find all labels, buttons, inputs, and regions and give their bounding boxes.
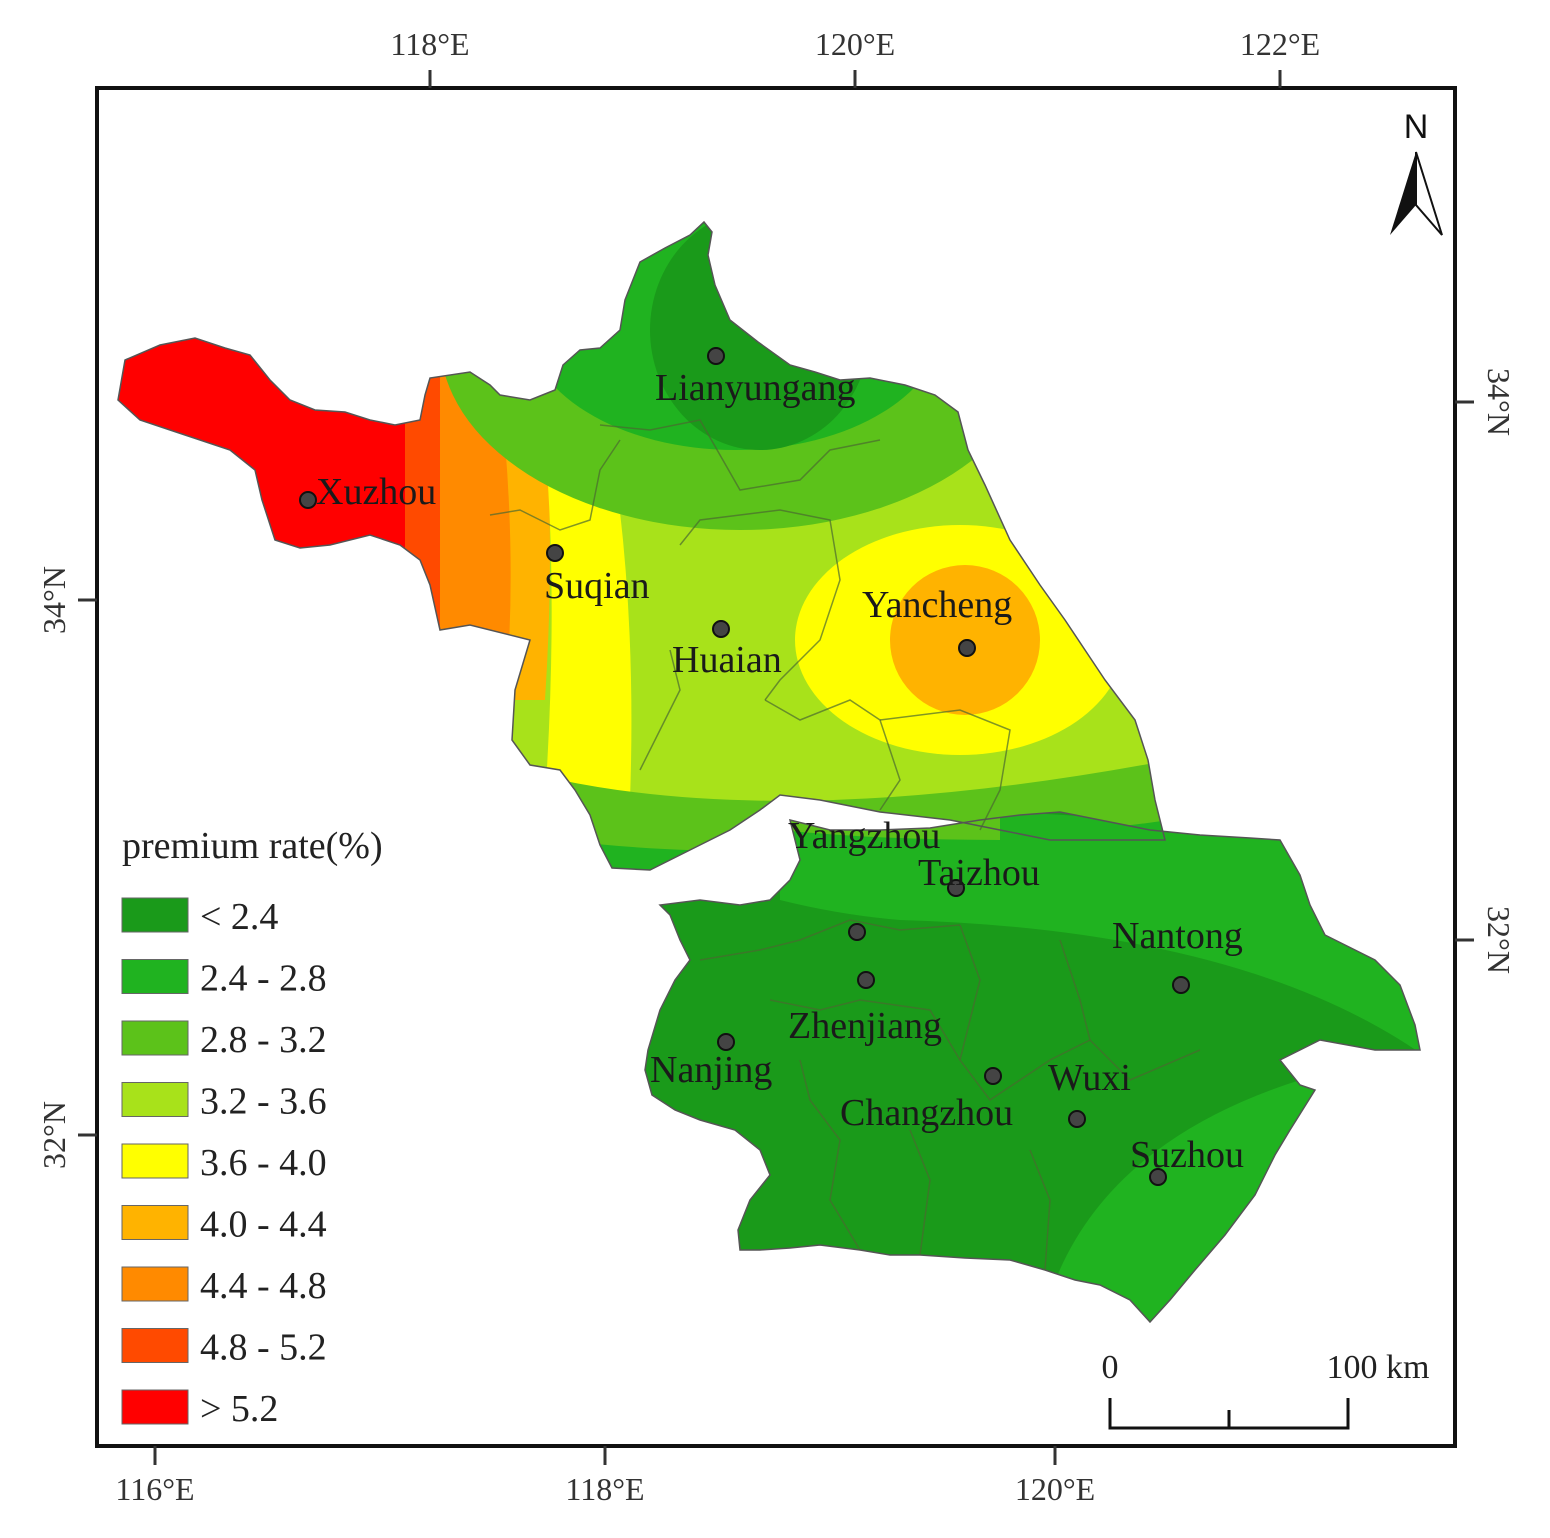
legend-swatch [121,1389,189,1425]
zone-fill [780,812,1420,1060]
bottom-tick-label: 118°E [565,1471,644,1507]
top-tick-label: 122°E [1240,26,1320,62]
left-tick-label: 32°N [36,1101,72,1169]
north-label: N [1404,108,1429,146]
city-markers: Lianyungang Xuzhou Suqian Huaian Yanchen… [299,347,1244,1186]
left-axis-ticks: 34°N 32°N [36,566,97,1169]
legend-label: 2.8 - 3.2 [200,1019,327,1061]
legend-swatch [121,1020,189,1056]
legend-swatch [121,1266,189,1302]
city-label-nantong: Nantong [1112,915,1243,957]
legend-swatch [121,1143,189,1179]
city-boundaries [489,419,1201,1271]
legend-label: < 2.4 [200,896,278,938]
top-tick-label: 120°E [815,26,895,62]
city-label-suzhou: Suzhou [1130,1134,1244,1176]
city-dot [984,1067,1002,1085]
city-dot [958,639,976,657]
legend-label: > 5.2 [200,1388,278,1430]
right-tick-label: 32°N [1481,906,1517,974]
legend-title: premium rate(%) [122,825,383,867]
city-dot [1149,1168,1167,1186]
city-dot [1172,976,1190,994]
legend: premium rate(%) < 2.4 2.4 - 2.8 2.8 - 3.2 3… [121,825,383,1430]
city-label-yangzhou: Yangzhou [788,815,940,857]
legend-swatch [121,1328,189,1363]
city-label-huaian: Huaian [672,639,782,681]
city-dot [848,923,866,941]
top-tick-label: 118°E [390,26,469,62]
legend-swatch [121,897,189,933]
city-dot [717,1033,735,1051]
scale-bar: 0 100 km [1102,1349,1430,1430]
legend-label: 4.0 - 4.4 [200,1204,327,1246]
city-label-zhenjiang: Zhenjiang [788,1005,942,1047]
bottom-tick-label: 120°E [1015,1471,1095,1507]
right-tick-label: 34°N [1481,368,1517,436]
city-label-yancheng: Yancheng [862,584,1012,626]
city-dot [947,879,965,897]
scale-end-label: 100 km [1327,1349,1430,1386]
city-label-suqian: Suqian [544,565,650,607]
legend-label: 2.4 - 2.8 [200,958,327,1000]
city-label-wuxi: Wuxi [1048,1057,1131,1099]
bottom-tick-label: 116°E [115,1471,194,1507]
legend-label: 3.6 - 4.0 [200,1142,327,1184]
city-label-lianyungang: Lianyungang [655,367,856,409]
left-tick-label: 34°N [36,566,72,634]
right-axis-ticks: 34°N 32°N [1455,368,1517,974]
city-dot [712,620,730,638]
legend-swatch [121,959,189,994]
legend-label: 3.2 - 3.6 [200,1081,327,1123]
city-dot [546,544,564,562]
scale-start-label: 0 [1102,1349,1119,1386]
bottom-axis-ticks: 116°E 118°E 120°E [115,1446,1095,1507]
legend-swatch [121,1082,189,1117]
city-label-taizhou: Taizhou [918,852,1040,894]
city-label-xuzhou: Xuzhou [316,471,436,513]
legend-label: 4.8 - 5.2 [200,1327,327,1369]
north-arrow-icon: N [1390,108,1443,236]
city-label-nanjing: Nanjing [650,1049,772,1091]
legend-label: 4.4 - 4.8 [200,1265,327,1307]
legend-swatch [121,1205,189,1240]
province-boundary [117,220,1421,1324]
city-dot [707,347,725,365]
top-axis-ticks: 118°E 120°E 122°E [390,26,1320,88]
city-dot [857,971,875,989]
city-dot [299,491,317,509]
city-label-changzhou: Changzhou [840,1092,1013,1134]
city-dot [1068,1110,1086,1128]
